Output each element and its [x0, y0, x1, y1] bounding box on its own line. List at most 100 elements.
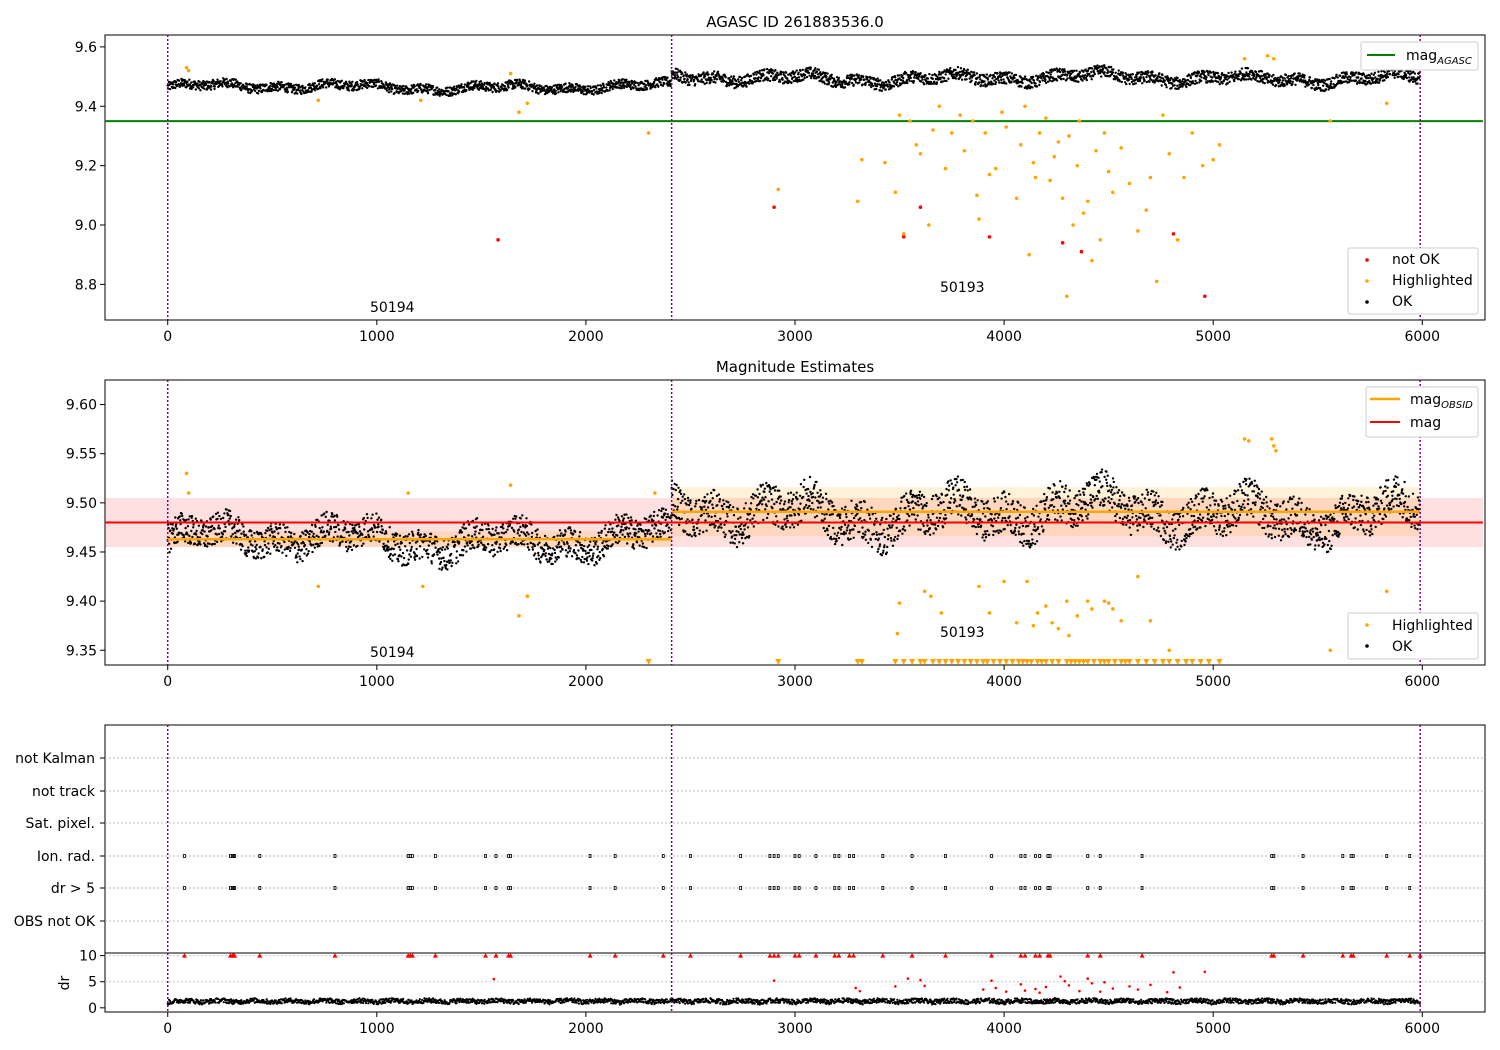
agasc-ok-point-110	[208, 86, 211, 90]
estimates-ok-point-957	[530, 523, 533, 526]
agasc-ok-point-2564	[1141, 82, 1144, 85]
agasc-series1-point-75	[1328, 119, 1333, 123]
agasc-ok-point-1568	[762, 74, 765, 77]
agasc-ok-point-3185	[1377, 70, 1380, 74]
legend-notok-label: not OK	[1392, 252, 1440, 268]
estimates-ok-point-631	[406, 535, 409, 538]
agasc-ok-point-2431	[1090, 78, 1093, 81]
estimates-ok-point-220	[250, 530, 253, 533]
agasc-ok-point-159	[227, 82, 230, 85]
estimates-ok-point-1052	[566, 542, 569, 545]
agasc-series1-point-35	[1023, 104, 1027, 109]
estimates-ok-point-958	[530, 535, 533, 539]
estimates-ok-point-1200	[622, 517, 625, 520]
agasc-ok-point-1001	[546, 86, 550, 89]
estimates-ok-point-255	[263, 540, 266, 543]
estimates-ok-point-636	[408, 553, 411, 556]
estimates-ok-point-536	[370, 517, 373, 520]
agasc-ok-point-934	[521, 85, 524, 89]
agasc-ok-point-1297	[659, 81, 662, 84]
estimates-ok-point-1293	[657, 509, 661, 512]
estimates-ok-point-1285	[654, 524, 658, 527]
agasc-ok-point-1867	[876, 83, 879, 86]
agasc-ok-point-1672	[802, 78, 805, 82]
agasc-ok-point-641	[410, 88, 413, 91]
estimates-ok-point-547	[374, 526, 377, 529]
agasc-ok-point-1846	[868, 83, 871, 87]
agasc-ok-point-2323	[1049, 73, 1052, 76]
estimates-ok-point-1281	[653, 527, 656, 530]
agasc-ok-point-1591	[771, 68, 774, 72]
agasc-ok-point-3260	[1405, 76, 1409, 80]
estimates-ok-point-277	[271, 542, 275, 545]
agasc-ok-point-2430	[1090, 70, 1093, 74]
agasc-ok-point-1611	[778, 80, 782, 83]
agasc-ok-point-2372	[1068, 71, 1071, 75]
estimates-ok-point-538	[371, 528, 374, 531]
agasc-ok-point-1365	[685, 75, 688, 78]
agasc-ok-point-3278	[1412, 76, 1415, 79]
estimates-ok-point-777	[461, 554, 465, 557]
agasc-ok-point-2237	[1016, 79, 1020, 82]
agasc-ok-point-1047	[564, 82, 567, 85]
estimates-ok-point-316	[286, 547, 289, 551]
agasc-ok-point-1761	[835, 76, 839, 79]
estimates-ok-point-931	[520, 530, 523, 534]
estimates-ok-point-637	[408, 541, 411, 545]
estimates-ok-point-562	[380, 518, 383, 521]
estimates-ok-point-908	[511, 541, 514, 544]
estimates-ok-point-1553	[756, 496, 760, 499]
estimates-ok-point-1154	[605, 534, 608, 537]
estimates-ok-point-928	[519, 525, 522, 529]
agasc-ok-point-2325	[1050, 70, 1053, 74]
agasc-ok-point-577	[385, 89, 389, 92]
agasc-ok-point-1448	[716, 70, 720, 74]
agasc-ok-point-541	[372, 85, 375, 88]
estimates-ok-point-1103	[585, 559, 589, 562]
agasc-ok-point-2311	[1044, 81, 1048, 85]
agasc-ok-point-2487	[1111, 71, 1115, 74]
agasc-ok-point-1968	[914, 71, 917, 74]
estimates-ok-point-1209	[626, 542, 629, 545]
agasc-ok-point-2087	[959, 67, 963, 70]
agasc-ok-point-3159	[1367, 76, 1370, 80]
estimates-ok-point-53	[186, 525, 190, 528]
estimates-ok-point-1230	[634, 534, 637, 538]
agasc-ok-point-2295	[1038, 80, 1042, 84]
agasc-x-tick-label-4: 4000	[986, 329, 1022, 345]
estimates-ok-point-1162	[608, 528, 611, 531]
agasc-ok-point-279	[272, 88, 275, 92]
agasc-series1-point-39	[1037, 131, 1042, 135]
estimates-ok-point-1032	[558, 529, 562, 532]
estimates-ok-point-1477	[727, 506, 731, 509]
agasc-ok-point-1113	[589, 86, 592, 90]
agasc-ok-point-2609	[1158, 72, 1161, 75]
agasc-ok-point-2432	[1090, 67, 1094, 70]
agasc-ok-point-762	[456, 86, 459, 89]
agasc-ok-point-683	[426, 87, 429, 91]
estimates-ok-point-64	[190, 514, 194, 518]
estimates-ok-point-879	[500, 531, 503, 534]
estimates-ok-point-710	[436, 553, 439, 556]
agasc-ok-point-3167	[1370, 72, 1373, 75]
agasc-ok-point-1483	[730, 75, 733, 78]
estimates-ok-point-21	[174, 525, 177, 528]
estimates-ok-point-1219	[629, 516, 633, 519]
estimates-ok-point-868	[496, 550, 499, 554]
agasc-ok-point-2199	[1002, 78, 1005, 81]
agasc-ok-point-2680	[1185, 85, 1188, 89]
estimates-ok-point-469	[344, 540, 348, 544]
estimates-ok-point-1183	[616, 534, 619, 537]
agasc-ok-point-2536	[1130, 77, 1133, 81]
agasc-ok-point-1509	[740, 79, 743, 82]
agasc-ok-point-2899	[1268, 74, 1271, 77]
agasc-ok-point-2863	[1254, 70, 1258, 74]
estimates-ok-point-554	[377, 523, 380, 526]
estimates-ok-point-512	[361, 533, 364, 536]
agasc-ok-point-1644	[791, 76, 794, 80]
agasc-ok-point-582	[387, 91, 391, 94]
agasc-ok-point-1703	[813, 74, 817, 78]
agasc-ok-point-2396	[1077, 80, 1080, 84]
agasc-series1-point-52	[1090, 258, 1094, 263]
estimates-ok-point-640	[409, 555, 413, 558]
